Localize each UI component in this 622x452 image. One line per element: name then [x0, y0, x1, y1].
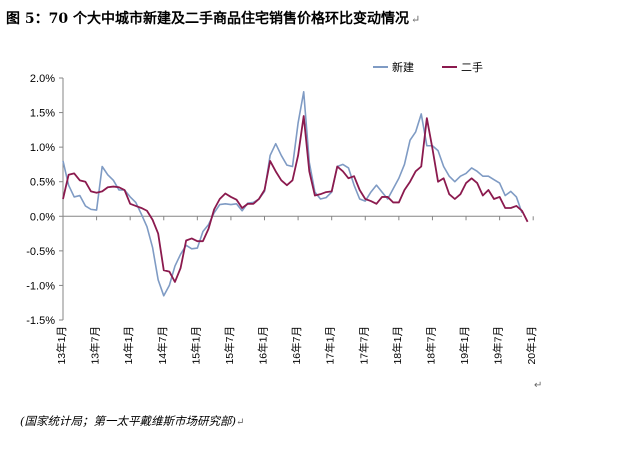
- x-tick-label: 15年1月: [189, 326, 202, 365]
- x-tick-label: 19年1月: [458, 326, 471, 365]
- paragraph-mark-icon: ↵: [235, 417, 245, 428]
- paragraph-mark-icon: ↵: [534, 380, 543, 391]
- y-tick-label: 0.5%: [30, 177, 55, 189]
- x-tick-label: 14年1月: [122, 326, 135, 365]
- legend-label-secondhand: 二手: [461, 60, 483, 74]
- x-tick-label: 20年1月: [525, 326, 538, 365]
- x-tick-label: 18年7月: [424, 326, 437, 365]
- figure-source: (国家统计局；第一太平戴维斯市场研究部)↵: [20, 413, 244, 429]
- figure-source-text: (国家统计局；第一太平戴维斯市场研究部): [20, 414, 236, 428]
- figure-title-text: 图 5：70 个大中城市新建及二手商品住宅销售价格环比变动情况: [6, 11, 409, 27]
- y-tick-label: 0.0%: [30, 211, 55, 223]
- y-tick-label: -1.0%: [26, 280, 55, 292]
- x-tick-label: 17年1月: [324, 326, 337, 365]
- x-tick-label: 14年7月: [156, 326, 169, 365]
- legend-label-new: 新建: [392, 60, 414, 74]
- y-tick-label: -0.5%: [26, 246, 55, 258]
- y-tick-label: 2.0%: [30, 73, 55, 85]
- x-tick-label: 13年7月: [89, 326, 102, 365]
- x-tick-label: 15年7月: [223, 326, 236, 365]
- series-line-secondhand: [62, 115, 529, 283]
- x-tick-label: 13年1月: [55, 326, 68, 365]
- series-line-new: [62, 91, 523, 297]
- x-tick-label: 16年1月: [257, 326, 270, 365]
- x-tick-label: 16年7月: [290, 326, 303, 365]
- x-tick-label: 18年1月: [391, 326, 404, 365]
- x-tick-label: 19年7月: [492, 326, 505, 365]
- x-tick-label: 17年7月: [357, 326, 370, 365]
- paragraph-mark-icon: ↵: [410, 13, 421, 26]
- y-tick-label: 1.5%: [30, 108, 55, 120]
- figure-title: 图 5：70 个大中城市新建及二手商品住宅销售价格环比变动情况 ↵: [6, 8, 420, 28]
- y-tick-label: 1.0%: [30, 142, 55, 154]
- y-tick-label: -1.5%: [26, 315, 55, 327]
